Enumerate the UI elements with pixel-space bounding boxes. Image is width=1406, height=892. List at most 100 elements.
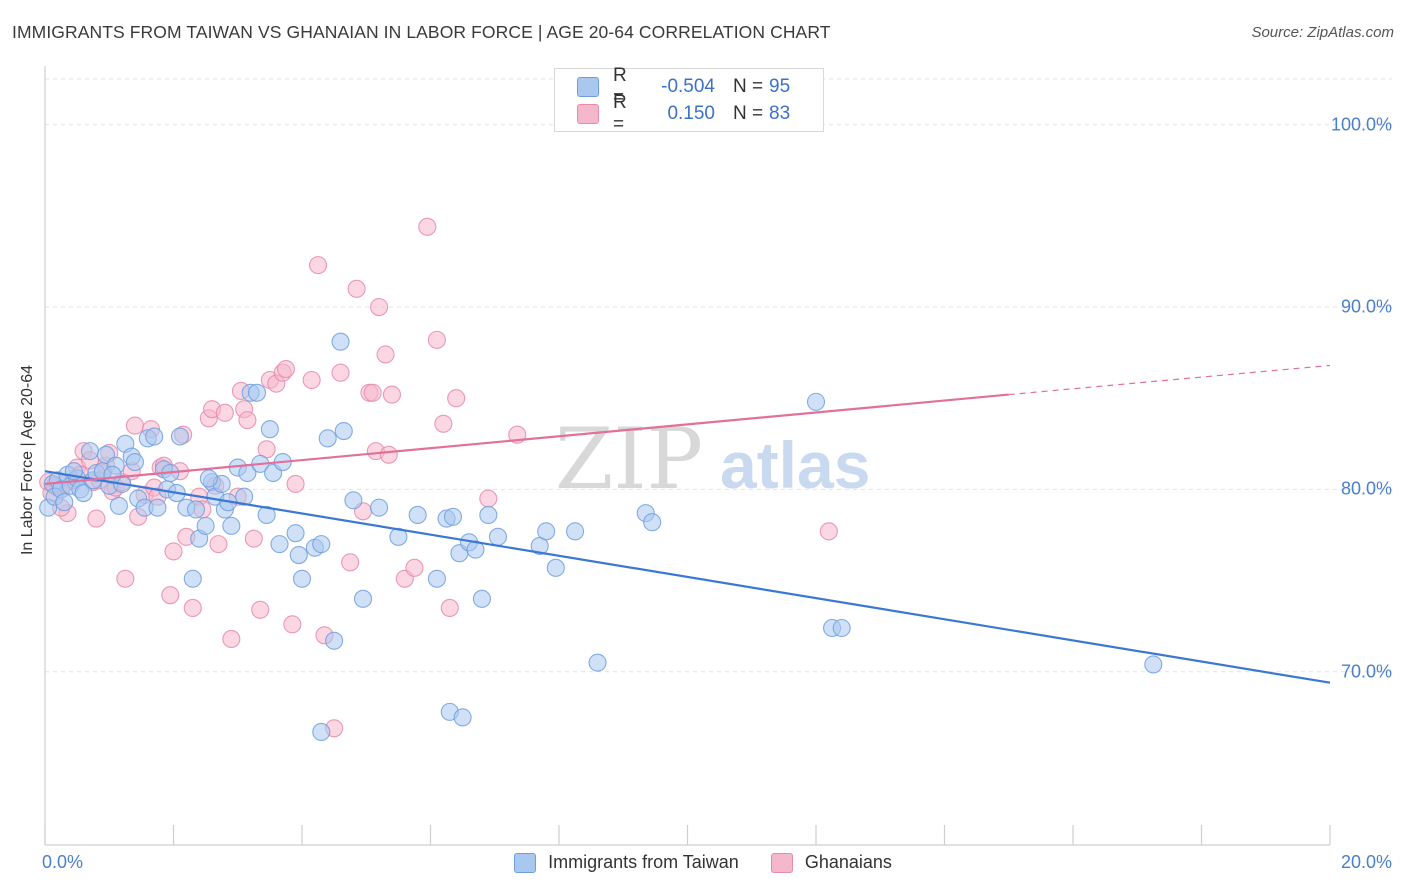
ghana-point — [125, 416, 144, 435]
series-ghanaians — [39, 217, 838, 738]
ghana-point — [222, 629, 241, 648]
ghana-point — [164, 542, 183, 561]
taiwan-point — [148, 498, 167, 517]
bottom-legend-swatch-taiwan — [514, 852, 537, 873]
x-tick-label-min: 0.0% — [42, 852, 84, 872]
legend-swatch-ghana — [577, 104, 599, 124]
taiwan-point — [443, 507, 463, 526]
ghana-point — [87, 509, 106, 528]
ghana-point — [479, 489, 498, 508]
axes — [44, 66, 1331, 846]
ghana-point — [447, 389, 466, 408]
trend-line-ghana-extension — [1008, 364, 1331, 396]
taiwan-point — [318, 429, 337, 448]
y-tick-label: 100.0% — [1330, 114, 1392, 135]
taiwan-point — [183, 569, 202, 588]
ghana-point — [302, 370, 321, 390]
taiwan-point — [55, 493, 74, 512]
y-tick-label: 80.0% — [1340, 478, 1392, 499]
taiwan-point — [286, 524, 305, 543]
ghana-point — [341, 553, 360, 572]
taiwan-point — [312, 535, 331, 554]
ghana-point — [376, 345, 395, 364]
ghana-point — [116, 569, 135, 588]
series-taiwan — [39, 332, 1163, 741]
x-tick-label-max: 20.0% — [1340, 852, 1392, 872]
taiwan-point — [427, 569, 446, 588]
taiwan-point — [344, 491, 363, 510]
bottom-legend-taiwan: Immigrants from Taiwan — [514, 852, 739, 873]
source-label: Source: ZipAtlas.com — [1251, 24, 1394, 41]
y-tick-label: 90.0% — [1340, 296, 1392, 317]
taiwan-point — [125, 453, 144, 472]
ghana-point — [331, 363, 350, 382]
bottom-legend-label-taiwan: Immigrants from Taiwan — [548, 852, 739, 872]
ghana-point — [244, 529, 263, 548]
watermark-zip: ZIP — [555, 410, 703, 508]
bottom-legend-label-ghana: Ghanaians — [804, 852, 892, 872]
ghana-point — [238, 411, 257, 430]
watermark-atlas: atlas — [720, 428, 870, 502]
trend-line-taiwan — [44, 470, 1331, 684]
taiwan-point — [832, 618, 851, 638]
ghana-point — [215, 403, 234, 422]
ghana-point — [819, 522, 838, 541]
legend-r-label: R = — [613, 92, 627, 135]
ghana-point — [434, 414, 453, 433]
legend-r-value: 0.150 — [667, 103, 715, 124]
legend: R = -0.504 N = 95 R = 0.150 N = 83 — [554, 65, 824, 135]
taiwan-point — [289, 546, 308, 565]
taiwan-point — [334, 422, 353, 441]
ghana-point — [418, 217, 437, 236]
taiwan-point — [312, 722, 331, 741]
legend-n-value: 95 — [769, 76, 791, 97]
taiwan-point — [453, 708, 472, 727]
bottom-legend-swatch-ghana — [770, 852, 793, 873]
ghana-point — [370, 298, 389, 317]
taiwan-point — [74, 484, 93, 503]
taiwan-point — [186, 500, 206, 519]
ghana-point — [161, 586, 180, 605]
taiwan-point — [270, 535, 289, 554]
taiwan-point — [488, 527, 508, 546]
taiwan-point — [325, 631, 344, 650]
ghana-point — [283, 615, 302, 634]
ghana-point — [363, 383, 382, 402]
taiwan-point — [199, 469, 218, 488]
legend-n-label: N = — [733, 103, 764, 124]
legend-r-label: R = — [613, 65, 627, 108]
taiwan-point — [566, 522, 585, 541]
taiwan-point — [292, 569, 312, 588]
taiwan-point — [370, 498, 389, 517]
chart-title: IMMIGRANTS FROM TAIWAN VS GHANAIAN IN LA… — [12, 22, 831, 42]
ghana-point — [440, 598, 459, 617]
ghana-point — [276, 360, 295, 379]
ghana-point — [183, 598, 202, 617]
legend-row-ghana: R = 0.150 N = 83 — [577, 92, 790, 135]
watermark: ZIP atlas — [555, 410, 870, 508]
taiwan-point — [479, 505, 498, 524]
ghana-point — [309, 256, 328, 275]
taiwan-point — [643, 513, 662, 532]
ghana-point — [209, 535, 228, 554]
legend-r-value: -0.504 — [661, 76, 715, 97]
legend-swatch-taiwan — [577, 77, 599, 97]
legend-n-label: N = — [733, 76, 764, 97]
y-tick-label: 70.0% — [1340, 661, 1392, 682]
taiwan-point — [472, 589, 491, 608]
bottom-legend: Immigrants from Taiwan Ghanaians — [0, 852, 1406, 873]
taiwan-point — [1144, 655, 1163, 674]
ghana-point — [347, 279, 366, 298]
ghana-point — [379, 445, 398, 464]
taiwan-point — [222, 516, 241, 535]
taiwan-point — [109, 496, 128, 515]
taiwan-point — [257, 505, 276, 524]
taiwan-point — [806, 392, 826, 411]
ghana-point — [427, 330, 446, 349]
ghana-point — [382, 385, 402, 404]
taiwan-point — [235, 487, 254, 506]
taiwan-point — [196, 516, 215, 535]
taiwan-point — [331, 332, 350, 351]
bottom-legend-ghana: Ghanaians — [770, 852, 892, 873]
